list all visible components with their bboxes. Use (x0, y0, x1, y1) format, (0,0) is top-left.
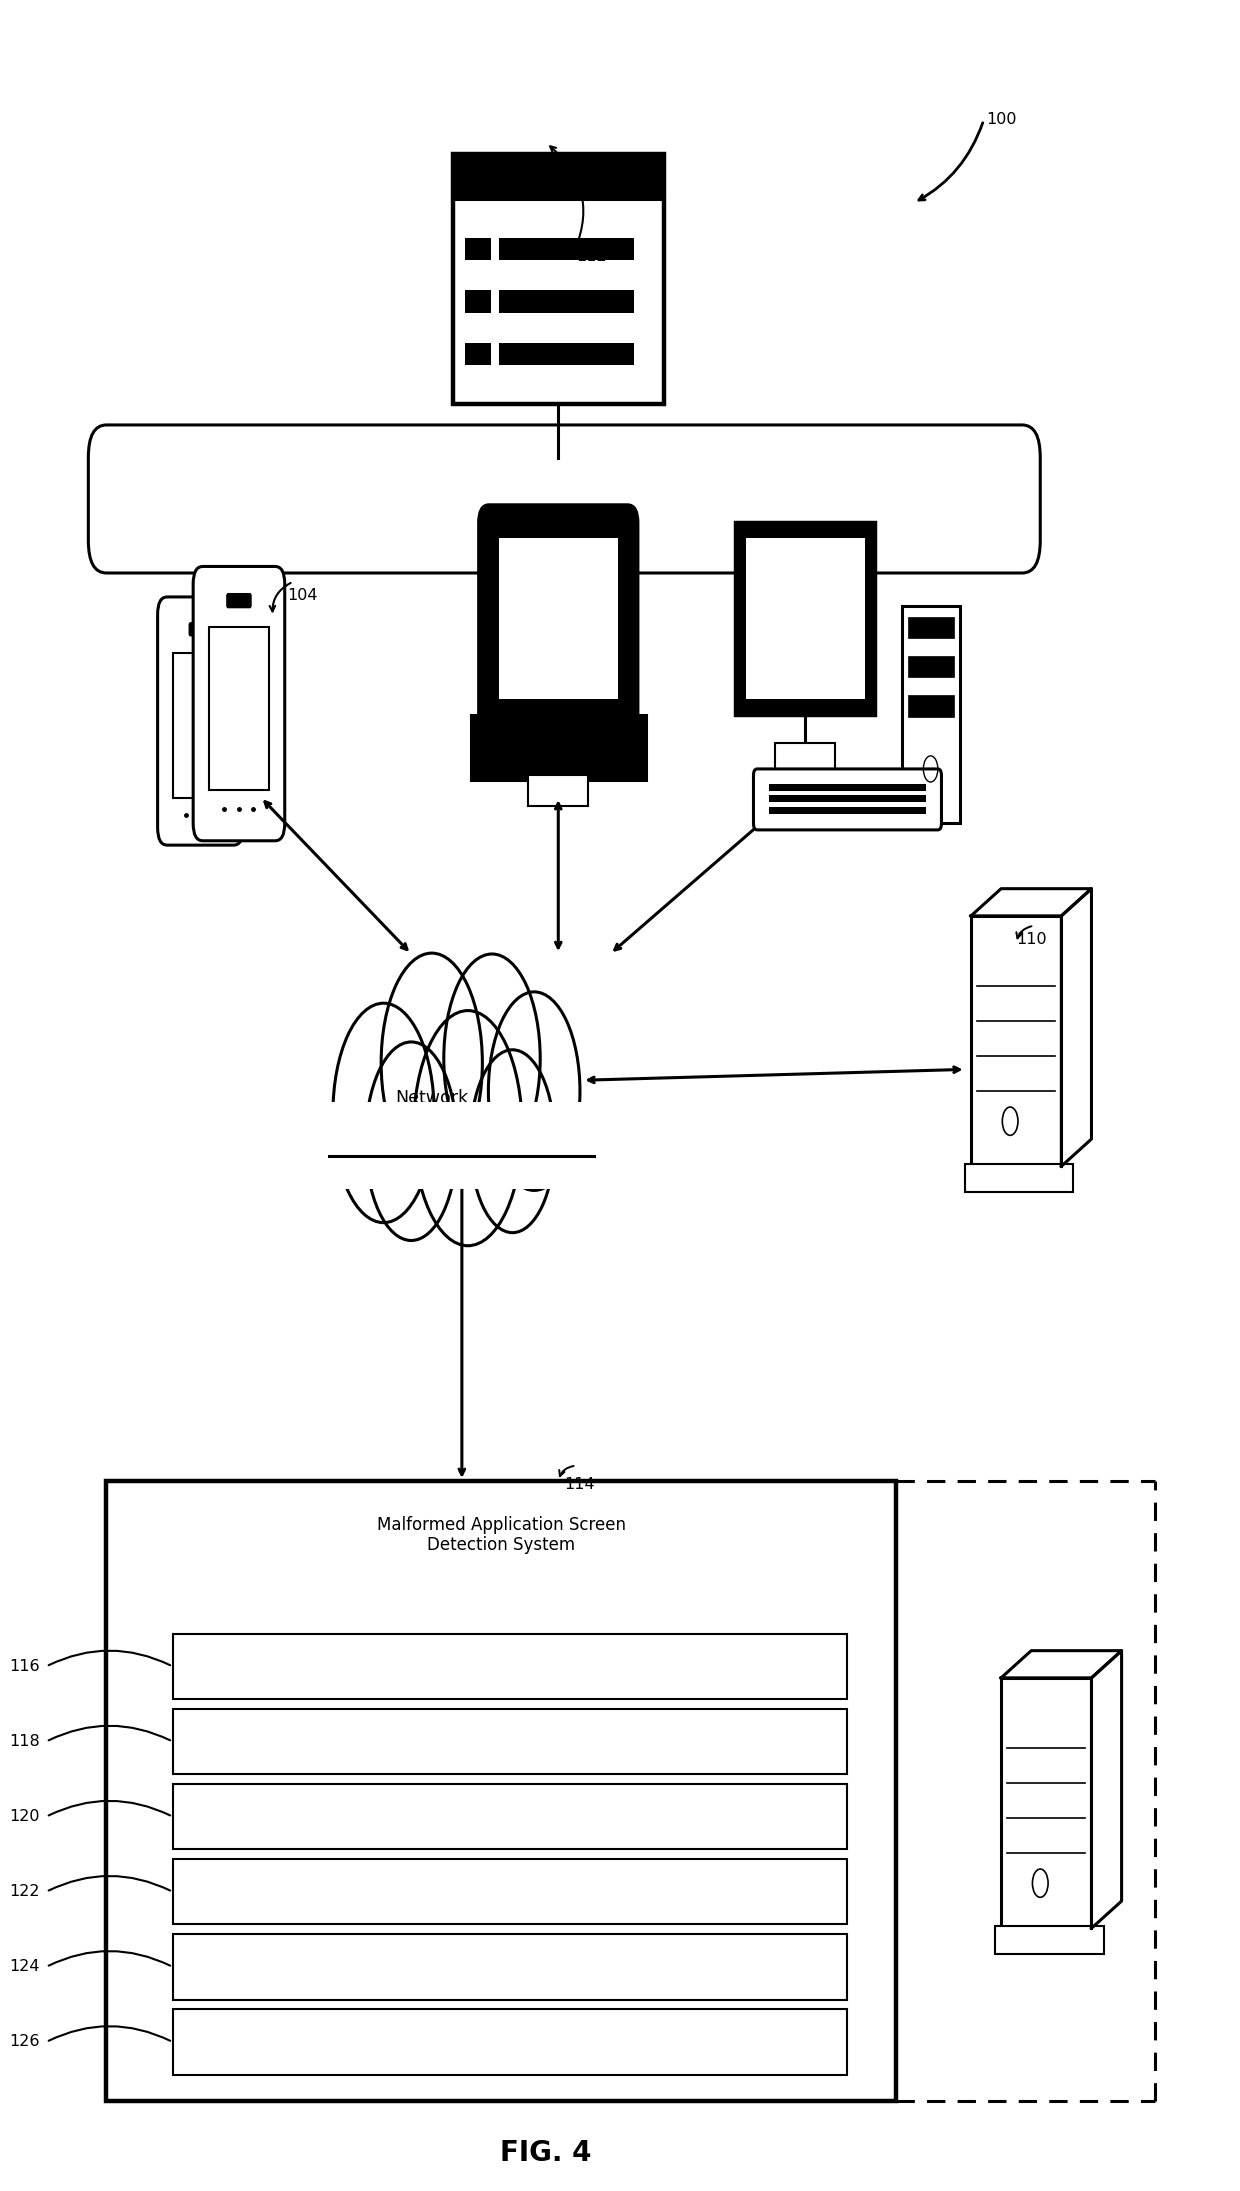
FancyBboxPatch shape (157, 596, 243, 846)
FancyBboxPatch shape (908, 695, 954, 716)
Text: Network: Network (396, 1089, 469, 1106)
Text: Malformed Application Screen
Detection System: Malformed Application Screen Detection S… (377, 1516, 625, 1553)
FancyBboxPatch shape (528, 776, 589, 806)
Text: 106: 106 (573, 589, 603, 603)
Text: FIG. 4: FIG. 4 (501, 2138, 591, 2167)
FancyBboxPatch shape (172, 1935, 847, 2000)
FancyBboxPatch shape (88, 425, 1040, 574)
Text: 116: 116 (10, 1659, 40, 1674)
FancyBboxPatch shape (172, 2009, 847, 2075)
FancyBboxPatch shape (737, 524, 874, 714)
FancyBboxPatch shape (480, 506, 637, 732)
Ellipse shape (444, 953, 541, 1163)
FancyBboxPatch shape (193, 567, 285, 841)
Text: 120: 120 (10, 1810, 40, 1825)
Text: Skeleton Creator: Skeleton Creator (449, 1733, 572, 1748)
FancyBboxPatch shape (500, 239, 634, 261)
Text: 124: 124 (10, 1959, 40, 1974)
FancyBboxPatch shape (745, 539, 866, 699)
FancyBboxPatch shape (172, 1709, 847, 1775)
Text: 122: 122 (10, 1884, 40, 1900)
Text: 104: 104 (288, 589, 317, 603)
Text: Output Device: Output Device (458, 2035, 563, 2049)
Ellipse shape (381, 953, 482, 1172)
Ellipse shape (334, 1003, 434, 1223)
FancyBboxPatch shape (227, 594, 250, 607)
Text: 114: 114 (564, 1477, 595, 1492)
FancyBboxPatch shape (107, 1481, 895, 2101)
FancyBboxPatch shape (965, 1163, 1074, 1192)
Text: 110: 110 (1016, 933, 1047, 947)
FancyBboxPatch shape (994, 1926, 1104, 1954)
FancyBboxPatch shape (465, 344, 491, 366)
Ellipse shape (489, 993, 580, 1190)
Ellipse shape (414, 1010, 522, 1247)
FancyBboxPatch shape (769, 795, 926, 802)
Text: Input Device: Input Device (464, 1959, 557, 1974)
FancyBboxPatch shape (453, 153, 663, 405)
FancyBboxPatch shape (465, 291, 491, 313)
Text: 126: 126 (10, 2035, 40, 2049)
FancyBboxPatch shape (901, 605, 960, 824)
FancyBboxPatch shape (190, 622, 212, 635)
FancyBboxPatch shape (453, 153, 663, 199)
FancyBboxPatch shape (498, 539, 618, 699)
FancyBboxPatch shape (775, 743, 836, 771)
FancyBboxPatch shape (500, 344, 634, 366)
FancyBboxPatch shape (172, 653, 228, 798)
FancyBboxPatch shape (769, 784, 926, 791)
Text: Skeleton Comparator: Skeleton Comparator (433, 1884, 588, 1900)
Text: 100: 100 (986, 112, 1017, 127)
Ellipse shape (366, 1043, 458, 1240)
FancyBboxPatch shape (908, 655, 954, 677)
FancyBboxPatch shape (769, 806, 926, 813)
Text: 112: 112 (577, 250, 606, 263)
Text: 118: 118 (10, 1733, 40, 1748)
Text: 108: 108 (808, 589, 839, 603)
FancyBboxPatch shape (1001, 1678, 1091, 1928)
FancyBboxPatch shape (908, 616, 954, 638)
Text: Skeleton Grouper: Skeleton Grouper (446, 1810, 574, 1825)
FancyBboxPatch shape (208, 627, 269, 789)
FancyBboxPatch shape (172, 1634, 847, 1698)
FancyBboxPatch shape (172, 1783, 847, 1849)
FancyBboxPatch shape (971, 916, 1061, 1166)
Text: Application Page Identifier: Application Page Identifier (414, 1659, 606, 1674)
FancyBboxPatch shape (500, 291, 634, 313)
FancyBboxPatch shape (754, 769, 941, 830)
FancyBboxPatch shape (465, 239, 491, 261)
FancyBboxPatch shape (471, 714, 646, 780)
FancyBboxPatch shape (330, 1102, 594, 1190)
Text: 102: 102 (498, 1172, 528, 1188)
FancyBboxPatch shape (172, 1860, 847, 1924)
Ellipse shape (470, 1049, 554, 1234)
